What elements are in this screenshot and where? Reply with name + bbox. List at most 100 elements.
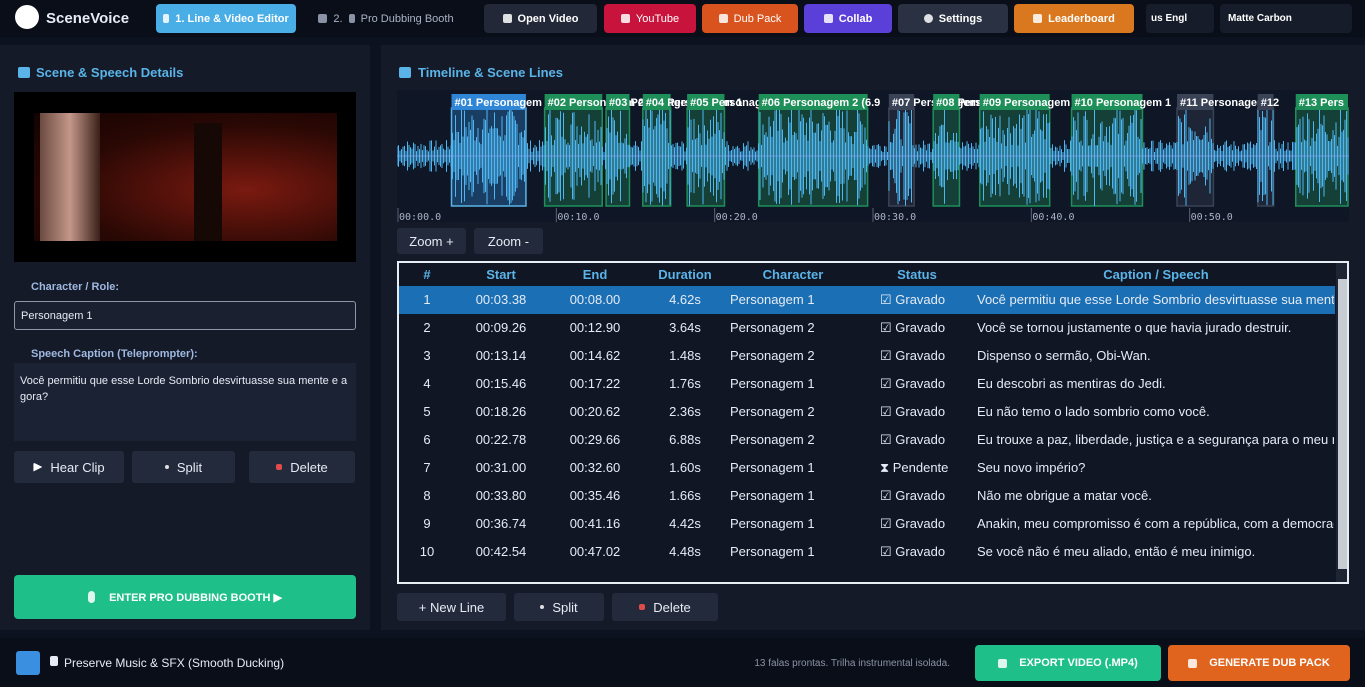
segment-label-bg — [642, 94, 671, 110]
export-button[interactable]: EXPORT VIDEO (.MP4) — [975, 645, 1161, 681]
cell: 2.36s — [669, 404, 701, 419]
cell: 00:41.16 — [569, 516, 621, 531]
cell: 7 — [423, 460, 431, 475]
column-header: # — [423, 267, 431, 282]
delete-button[interactable]: Delete — [612, 593, 718, 621]
status-text: 13 falas prontas. Trilha instrumental is… — [754, 658, 950, 669]
segment-label-bg — [979, 94, 1050, 110]
cell: 00:33.80 — [475, 488, 527, 503]
cell: Personagem 2 — [730, 432, 815, 447]
character-input[interactable]: Personagem 1 — [14, 301, 356, 330]
enter-booth-button[interactable]: ENTER PRO DUBBING BOOTH ▶ — [14, 575, 356, 619]
split-button[interactable]: Split — [514, 593, 604, 621]
cell: 10 — [419, 544, 435, 559]
new-line-button[interactable]: + New Line — [397, 593, 506, 621]
cell: 00:47.02 — [569, 544, 621, 559]
tab-editor[interactable]: 1. Line & Video Editor — [156, 4, 296, 33]
video-player[interactable] — [14, 92, 356, 262]
hear-clip-button[interactable]: Hear Clip — [14, 451, 124, 483]
cell: ☑ Gravado — [880, 516, 946, 531]
cell: 6 — [423, 432, 431, 447]
label: Hear Clip — [50, 459, 105, 475]
segment-label: #12 — [1261, 97, 1279, 109]
cell: ☑ Gravado — [880, 488, 946, 503]
cell: 6.88s — [669, 432, 701, 447]
scroll-thumb[interactable] — [1338, 279, 1347, 569]
segment-label-bg — [687, 94, 725, 110]
label: Collab — [838, 12, 873, 25]
language-select[interactable]: us Engl — [1146, 4, 1214, 33]
field-label: Speech Caption (Teleprompter): — [31, 348, 198, 360]
tick-label: 00:00.0 — [399, 212, 441, 222]
cell: 00:36.74 — [475, 516, 527, 531]
tick-label: 00:30.0 — [874, 212, 916, 222]
scrollbar[interactable] — [1336, 263, 1347, 582]
segment-label-bg — [544, 94, 603, 110]
label: YouTube — [635, 12, 680, 25]
settings-button[interactable]: Settings — [898, 4, 1008, 33]
cell: 00:14.62 — [569, 348, 621, 363]
cell: 00:12.90 — [569, 320, 621, 335]
cell: 00:08.00 — [569, 292, 621, 307]
cell: Dispenso o sermão, Obi-Wan. — [977, 348, 1151, 363]
cell: 00:09.26 — [475, 320, 527, 335]
cell: 1 — [423, 292, 431, 307]
top-bar: SceneVoice 1. Line & Video Editor 2. Pro … — [0, 0, 1365, 37]
cell: 4.48s — [669, 544, 701, 559]
dub-pack-button[interactable]: Dub Pack — [702, 4, 798, 33]
youtube-button[interactable]: YouTube — [604, 4, 696, 33]
segment-label-bg — [1071, 94, 1143, 110]
logo — [15, 5, 39, 29]
segment-label-bg — [451, 94, 526, 110]
label: us Engl — [1151, 13, 1188, 24]
cell: 2 — [423, 320, 431, 335]
cell: Você se tornou justamente o que havia ju… — [977, 320, 1292, 335]
tick-label: 00:10.0 — [557, 212, 599, 222]
label: Dub Pack — [733, 12, 782, 25]
cell: 00:15.46 — [475, 376, 527, 391]
segment-label-bg — [606, 94, 630, 110]
table-row[interactable] — [399, 286, 1335, 314]
cell: ☑ Gravado — [880, 544, 946, 559]
cell: Personagem 2 — [730, 320, 815, 335]
cell: 5 — [423, 404, 431, 419]
cell: Seu novo império? — [977, 460, 1086, 475]
cell: ☑ Gravado — [880, 376, 946, 391]
label: Delete — [290, 459, 328, 475]
cell: 4.62s — [669, 292, 701, 307]
theme-select[interactable]: Matte Carbon — [1220, 4, 1352, 33]
split-button[interactable]: Split — [132, 451, 235, 483]
cell: 00:32.60 — [569, 460, 621, 475]
zoom-in-button[interactable]: Zoom + — [397, 228, 466, 254]
tab-booth[interactable]: 2. Pro Dubbing Booth — [300, 4, 472, 33]
cell: Se você não é meu aliado, então é meu in… — [977, 544, 1256, 559]
open-video-button[interactable]: Open Video — [484, 4, 597, 33]
collab-button[interactable]: Collab — [804, 4, 892, 33]
label: Delete — [653, 599, 691, 615]
cell: ☑ Gravado — [880, 320, 946, 335]
panel-title: Timeline & Scene Lines — [418, 65, 563, 80]
segment-label-bg — [933, 94, 960, 110]
label: EXPORT VIDEO (.MP4) — [1019, 657, 1138, 669]
cell: ☑ Gravado — [880, 348, 946, 363]
segment-label-bg — [1295, 94, 1348, 110]
zoom-out-button[interactable]: Zoom - — [474, 228, 543, 254]
tab-label: 1. Line & Video Editor — [175, 12, 289, 25]
cell: 1.60s — [669, 460, 701, 475]
cell: ⧗ Pendente — [880, 460, 949, 475]
delete-button[interactable]: Delete — [249, 451, 355, 483]
waveform-timeline[interactable]: #01 Personagem 1#02 Personagem 2#03 Pers… — [397, 90, 1349, 222]
caption-textarea[interactable]: Você permitiu que esse Lorde Sombrio des… — [14, 363, 356, 441]
cell: 00:03.38 — [475, 292, 527, 307]
column-header: Caption / Speech — [1103, 267, 1209, 282]
leaderboard-button[interactable]: Leaderboard — [1014, 4, 1134, 33]
segment-label-bg — [1177, 94, 1214, 110]
cell: Personagem 1 — [730, 516, 815, 531]
cell: Eu trouxe a paz, liberdade, justiça e a … — [977, 432, 1334, 447]
cell: 8 — [423, 488, 431, 503]
cell: 1.76s — [669, 376, 701, 391]
segment-label: #06 Personagem 2 (6.9 — [762, 97, 881, 109]
generate-button[interactable]: GENERATE DUB PACK — [1168, 645, 1350, 681]
preserve-checkbox[interactable] — [16, 651, 40, 675]
